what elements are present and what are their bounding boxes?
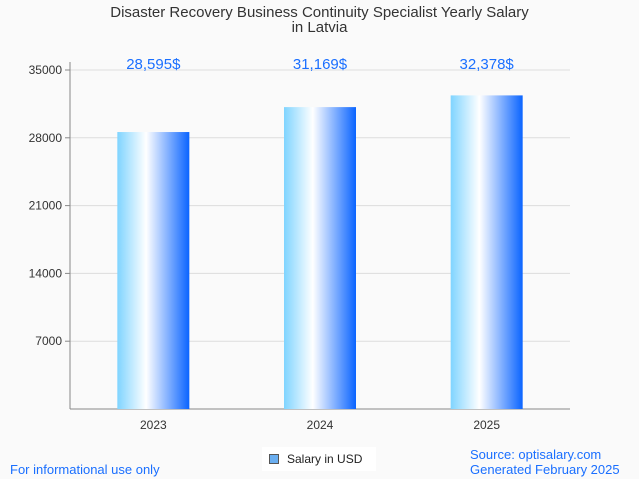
legend: Salary in USD xyxy=(262,447,376,471)
source-link[interactable]: Source: optisalary.com xyxy=(470,447,602,462)
x-tick-label: 2025 xyxy=(473,418,500,432)
y-tick-label: 28000 xyxy=(29,131,63,145)
y-tick-label: 7000 xyxy=(35,334,62,348)
y-tick-label: 35000 xyxy=(29,63,63,77)
x-tick-label: 2023 xyxy=(140,418,167,432)
chart-subtitle: in Latvia xyxy=(291,19,348,36)
y-tick-label: 21000 xyxy=(29,199,63,213)
legend-swatch xyxy=(269,454,279,464)
generated-date: Generated February 2025 xyxy=(470,462,620,477)
bar-2023 xyxy=(117,132,190,410)
disclaimer: For informational use only xyxy=(10,462,160,477)
chart-title: Disaster Recovery Business Continuity Sp… xyxy=(110,4,529,21)
legend-label: Salary in USD xyxy=(287,452,363,466)
data-label: 32,378$ xyxy=(460,56,515,73)
bar-2024 xyxy=(284,107,356,410)
data-label: 31,169$ xyxy=(293,56,348,73)
data-label: 28,595$ xyxy=(126,56,181,73)
y-tick-label: 14000 xyxy=(29,266,63,280)
x-tick-label: 2024 xyxy=(307,418,334,432)
bar-2025 xyxy=(450,95,523,410)
